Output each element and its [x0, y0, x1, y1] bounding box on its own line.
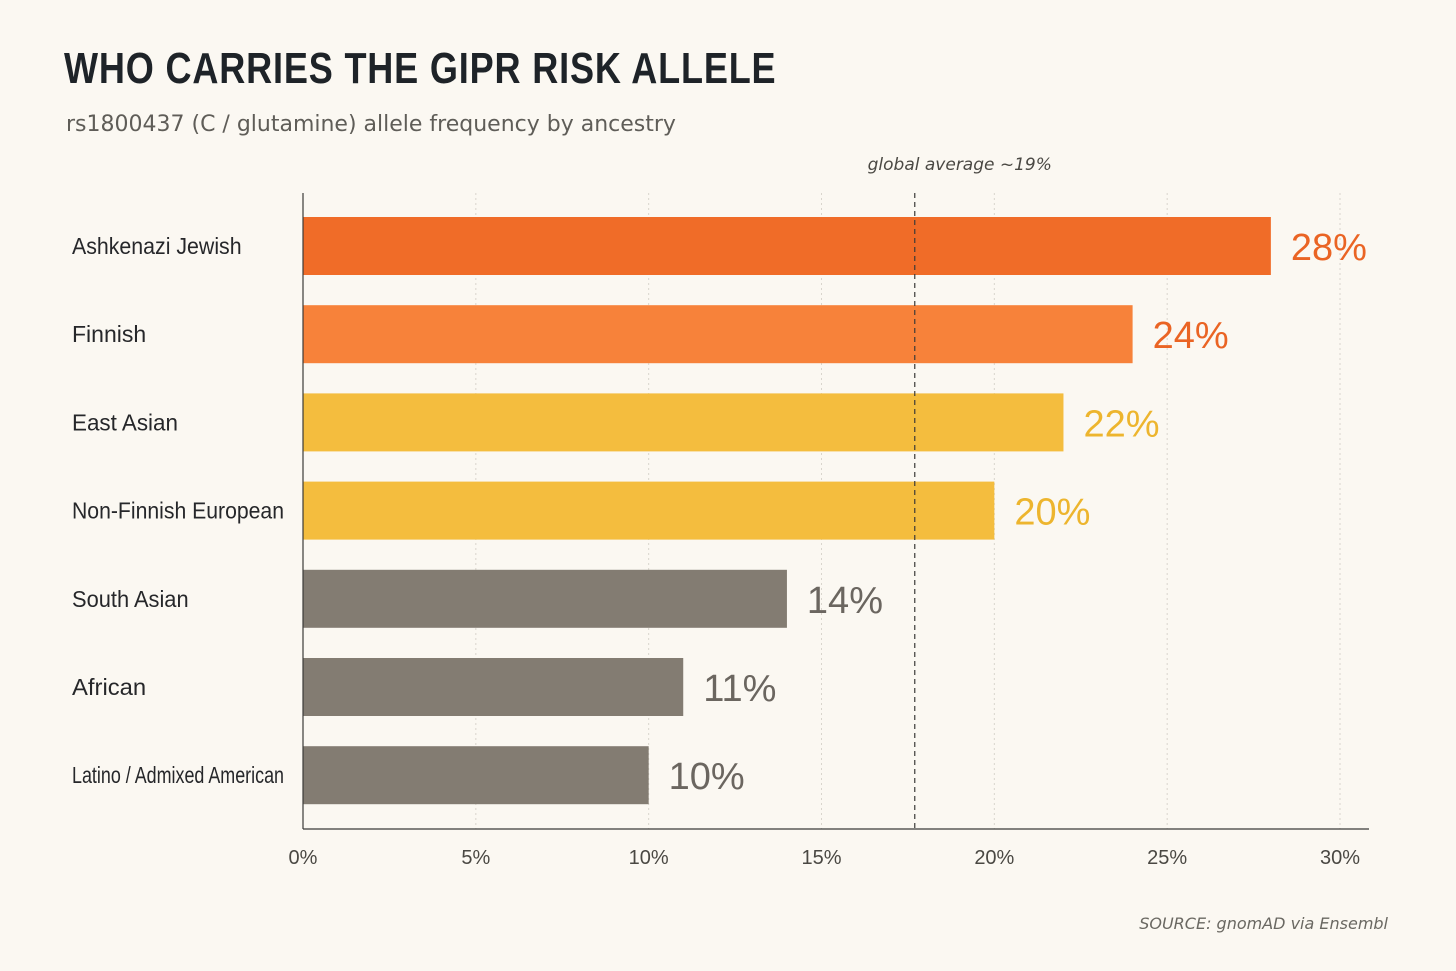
x-tick-label: 15% [801, 847, 841, 869]
chart-title: WHO CARRIES THE GIPR RISK ALLELE [64, 44, 777, 93]
bar [303, 305, 1133, 364]
value-label: 20% [1014, 492, 1090, 534]
value-label: 10% [669, 756, 745, 798]
value-label: 14% [807, 580, 883, 622]
category-label: Non-Finnish European [72, 498, 284, 524]
bars [303, 217, 1271, 805]
x-tick-label: 20% [974, 847, 1014, 869]
value-label: 28% [1291, 227, 1367, 269]
value-labels: 28% 24% 22% 20% 14% 11% 10% [669, 227, 1367, 798]
bar [303, 658, 684, 716]
bar [303, 393, 1064, 452]
grid-lines [475, 193, 1341, 829]
bar [303, 746, 649, 805]
category-label: East Asian [72, 409, 178, 435]
bar [303, 569, 787, 628]
category-label: South Asian [72, 586, 189, 612]
value-label: 22% [1083, 403, 1159, 445]
chart-subtitle: rs1800437 (C / glutamine) allele frequen… [66, 112, 676, 137]
x-tick-label: 0% [289, 847, 318, 869]
category-label: Latino / Admixed American [72, 762, 284, 788]
x-tick-label: 10% [629, 847, 669, 869]
x-tick-label: 25% [1147, 847, 1187, 869]
value-label: 11% [703, 668, 776, 710]
category-labels: Ashkenazi Jewish Finnish East Asian Non-Fin… [72, 233, 284, 788]
bar [303, 217, 1271, 275]
bar [303, 481, 995, 540]
value-label: 24% [1153, 315, 1229, 357]
reference-line-group: global average ~19% [868, 155, 1052, 829]
category-label: Finnish [72, 321, 146, 347]
category-label: African [72, 674, 146, 700]
axes [302, 193, 1369, 830]
category-label: Ashkenazi Jewish [72, 233, 242, 259]
x-tick-labels: 0% 5% 10% 15% 20% 25% 30% [289, 847, 1361, 869]
source-note: SOURCE: gnomAD via Ensembl [1139, 914, 1388, 933]
reference-line-label: global average ~19% [868, 155, 1052, 175]
x-tick-label: 5% [461, 847, 490, 869]
x-tick-label: 30% [1320, 847, 1360, 869]
